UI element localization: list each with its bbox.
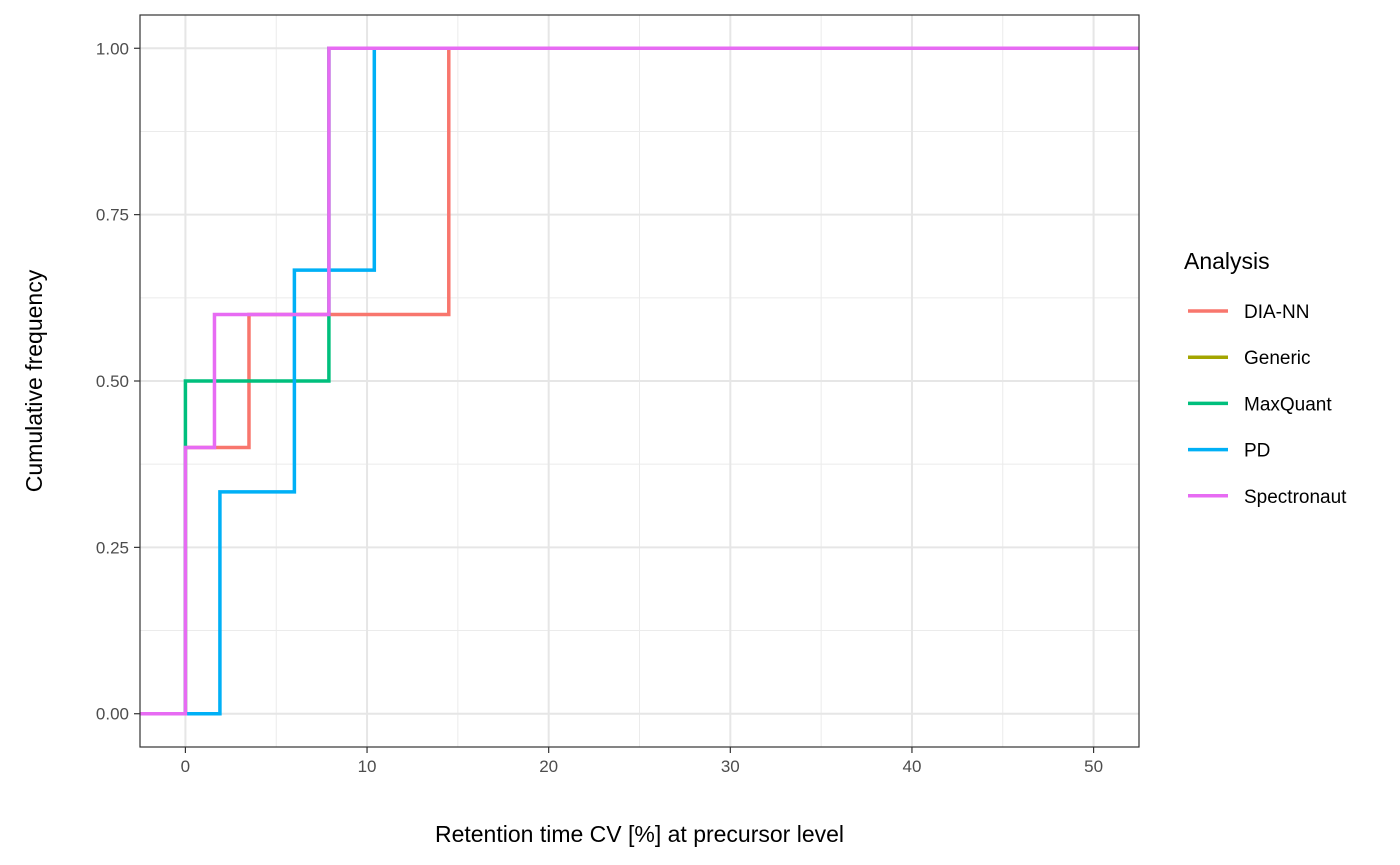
x-tick-label: 40 [902, 757, 921, 776]
y-axis-ticks: 0.00 0.25 0.50 0.75 1.00 [96, 39, 140, 724]
x-tick-label: 0 [181, 757, 190, 776]
legend-label: DIA-NN [1244, 302, 1309, 323]
y-tick-label: 0.00 [96, 705, 129, 724]
legend-label: Spectronaut [1244, 487, 1347, 508]
grid-lines [140, 15, 1139, 747]
legend-item-dia-nn: DIA-NN [1188, 302, 1309, 323]
series-line-spectronaut [140, 46, 1139, 716]
legend-label: Generic [1244, 348, 1311, 369]
legend-item-pd: PD [1188, 441, 1270, 462]
x-axis-title: Retention time CV [%] at precursor level [435, 821, 844, 847]
y-axis-title: Cumulative frequency [21, 269, 47, 492]
legend-item-maxquant: MaxQuant [1188, 394, 1332, 415]
legend-title: Analysis [1184, 248, 1270, 274]
legend-item-spectronaut: Spectronaut [1188, 487, 1347, 508]
y-tick-label: 0.50 [96, 372, 129, 391]
legend-item-generic: Generic [1188, 348, 1311, 369]
y-tick-label: 1.00 [96, 39, 129, 58]
series-line-pd [140, 46, 1139, 716]
legend-label: PD [1244, 441, 1270, 462]
series-lines [140, 46, 1139, 716]
legend-items: DIA-NN Generic MaxQuant PD Spectronaut [1188, 302, 1347, 508]
x-tick-label: 30 [721, 757, 740, 776]
x-tick-label: 10 [358, 757, 377, 776]
x-axis-ticks: 0 10 20 30 40 50 [181, 747, 1103, 776]
x-tick-label: 50 [1084, 757, 1103, 776]
legend-label: MaxQuant [1244, 394, 1332, 415]
y-tick-label: 0.75 [96, 206, 129, 225]
x-tick-label: 20 [539, 757, 558, 776]
y-tick-label: 0.25 [96, 538, 129, 557]
legend: Analysis DIA-NN Generic MaxQuant PD Spectron… [1184, 248, 1347, 508]
